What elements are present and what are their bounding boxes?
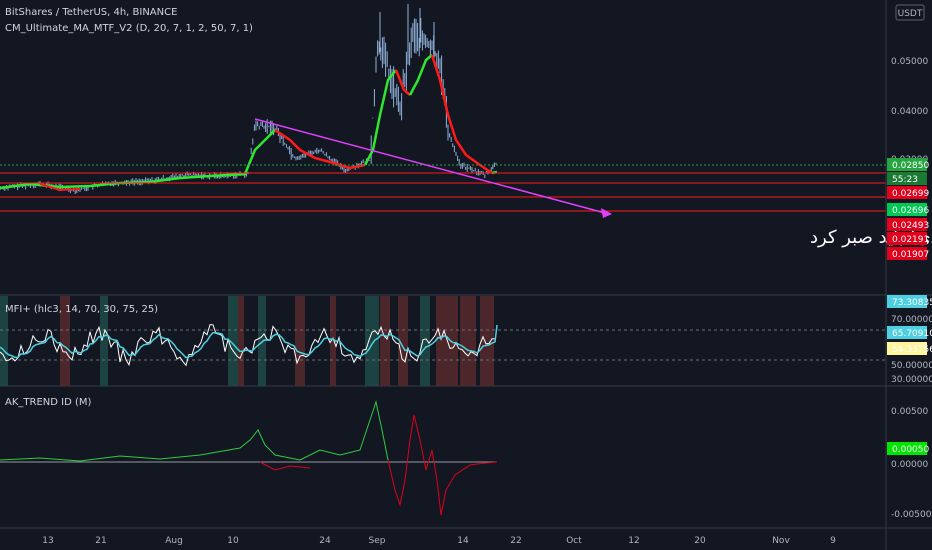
mfi-zone-band — [0, 296, 8, 386]
price-tag: 0.02191 — [892, 235, 929, 245]
ma-segment — [39, 183, 81, 192]
time-label: Oct — [566, 536, 582, 546]
price-axis[interactable]: USDT 0.05000 0.04000 0.03000 0.0285055:2… — [887, 4, 929, 260]
ma-segment — [394, 69, 411, 96]
mfi-zone-band — [330, 296, 336, 386]
price-pane[interactable]: اندیکاتور ها میگن نزولیه ولی پرایس میگه … — [0, 4, 932, 248]
mfi-tags: 73.30835 65.70910 54.33756 — [887, 295, 932, 355]
trendline[interactable] — [254, 118, 606, 214]
price-tag-bg — [887, 247, 927, 260]
mfi-tag: 65.70910 — [892, 329, 932, 339]
price-tag: 0.02850 — [892, 161, 929, 171]
price-tag: 0.01907 — [892, 250, 929, 260]
currency-label: USDT — [898, 9, 923, 19]
mfi-tag: 54.33756 — [892, 345, 932, 355]
mfi-tag-bg — [887, 326, 927, 339]
price-tag-bg — [887, 203, 927, 216]
mfi-tag: 73.30835 — [892, 298, 932, 308]
time-label: 24 — [319, 536, 331, 546]
price-tag: 0.02699 — [892, 189, 929, 199]
mfi-tag-bg — [887, 295, 927, 308]
trend-axis[interactable]: 0.00500 0.00000 -0.00500 0.00050 — [887, 407, 932, 520]
price-tick-1: 0.05000 — [891, 57, 928, 67]
trend-label[interactable]: AK_TREND ID (M) — [5, 397, 91, 408]
time-label: Sep — [369, 536, 386, 546]
ma-segment — [0, 129, 276, 190]
mfi-zone-band — [480, 296, 494, 386]
currency-badge[interactable] — [895, 4, 925, 21]
mfi-label[interactable]: MFI+ (hlc3, 14, 70, 30, 75, 25) — [5, 304, 158, 315]
mfi-zone-band — [398, 296, 408, 386]
time-label: 9 — [830, 536, 836, 546]
ma-segment — [363, 69, 397, 166]
price-tag: 0.02493 — [892, 221, 929, 231]
moving-average — [0, 54, 498, 192]
time-label: Nov — [772, 536, 790, 546]
price-tag: 0.02696 — [892, 206, 929, 216]
trend-tag-bg — [887, 442, 927, 455]
time-label: 22 — [510, 536, 521, 546]
mfi-zone-band — [420, 296, 430, 386]
mfi-zone-band — [238, 296, 244, 386]
mfi-tick-3: 30.00000 — [891, 375, 932, 385]
price-tags: 0.02850 55:23 0.02699 0.02696 0.02493 0.02191… — [887, 158, 929, 260]
mfi-tag-bg — [887, 342, 927, 355]
mfi-axis[interactable]: 70.00000 50.00000 30.00000 73.30835 65.70… — [887, 295, 932, 385]
trend-negative-line — [387, 414, 498, 516]
ma-segment — [274, 128, 366, 170]
ma-segment — [430, 54, 493, 175]
trend-negative-segment — [259, 461, 311, 471]
trendline-arrowhead — [601, 208, 612, 218]
mfi-smooth-line — [0, 324, 498, 359]
mfi-zone-band — [380, 296, 390, 386]
price-tag-bg — [887, 158, 927, 171]
trend-tick-1: 0.00500 — [891, 407, 928, 417]
price-tag-bg — [887, 232, 927, 245]
time-label: 12 — [628, 536, 639, 546]
time-label: 10 — [227, 536, 239, 546]
time-label: Aug — [165, 536, 183, 546]
time-axis[interactable]: 13 21 Aug 10 24 Sep 14 22 Oct 12 20 Nov 9 — [42, 536, 836, 546]
mfi-zone-band — [295, 296, 305, 386]
mfi-tick-1: 70.00000 — [891, 315, 932, 325]
time-label: 21 — [95, 536, 106, 546]
trend-positive-line — [0, 400, 389, 462]
time-label: 20 — [694, 536, 706, 546]
mfi-zone-band — [460, 296, 476, 386]
price-tag-bg — [887, 218, 927, 231]
mfi-tick-2: 50.00000 — [891, 361, 932, 371]
trend-tags: 0.00050 — [887, 442, 929, 455]
mfi-pane[interactable]: MFI+ (hlc3, 14, 70, 30, 75, 25) — [0, 296, 886, 386]
mfi-zone-band — [365, 296, 379, 386]
trend-tick-3: -0.00500 — [891, 510, 932, 520]
ma-segment — [408, 54, 433, 96]
symbol-title[interactable]: BitShares / TetherUS, 4h, BINANCE — [5, 7, 177, 18]
mfi-raw-line — [0, 324, 496, 367]
ma-indicator-label[interactable]: CM_Ultimate_MA_MTF_V2 (D, 20, 7, 1, 2, 5… — [5, 23, 253, 34]
trend-tick-2: 0.00000 — [891, 460, 928, 470]
time-label: 13 — [42, 536, 53, 546]
price-tag-bg — [887, 186, 927, 199]
price-tag-bg — [887, 172, 927, 185]
trend-tag: 0.00050 — [892, 445, 929, 455]
price-tag: 55:23 — [892, 175, 918, 185]
mfi-zone-band — [228, 296, 238, 386]
mfi-zone-band — [100, 296, 108, 386]
mfi-zone-band — [60, 296, 70, 386]
time-label: 14 — [457, 536, 469, 546]
price-tick-2: 0.04000 — [891, 107, 928, 117]
trend-pane[interactable]: AK_TREND ID (M) — [0, 397, 498, 516]
